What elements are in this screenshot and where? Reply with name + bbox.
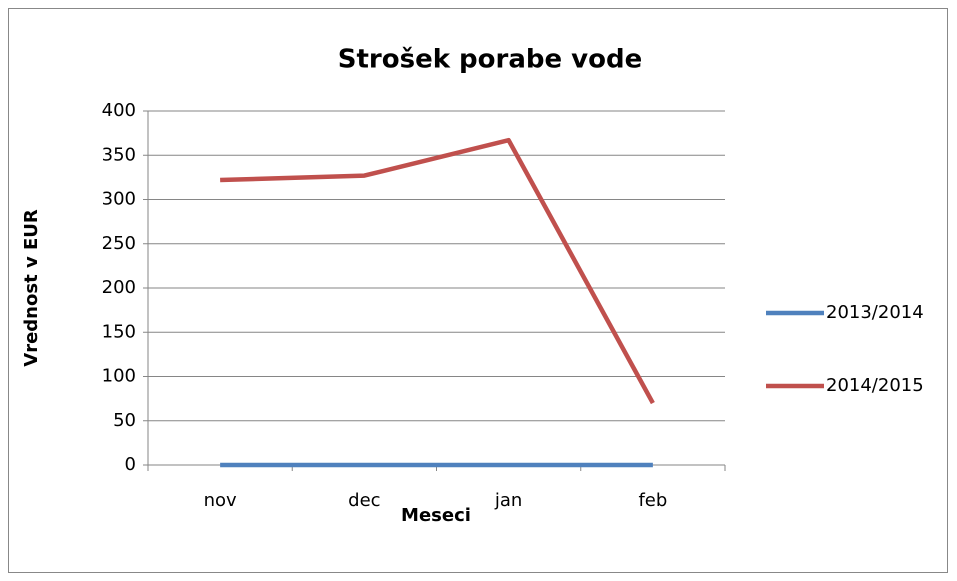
y-tick-label: 200 — [102, 277, 136, 298]
y-tick-label: 300 — [102, 189, 136, 210]
x-tick-label: jan — [494, 490, 522, 511]
data-line — [220, 137, 655, 405]
legend-label: 2014/2015 — [826, 375, 924, 396]
x-tick-label: feb — [638, 490, 667, 511]
y-tick-label: 100 — [102, 366, 136, 387]
x-axis-label: Meseci — [401, 505, 471, 526]
y-tick-label: 150 — [102, 321, 136, 342]
x-tick-label: nov — [204, 490, 237, 511]
y-tick-label: 400 — [102, 100, 136, 121]
y-tick-label: 0 — [125, 454, 136, 475]
y-tick-label: 350 — [102, 144, 136, 165]
chart-border — [8, 8, 948, 573]
y-axis-label: Vrednost v EUR — [21, 209, 42, 367]
legend-label: 2013/2014 — [826, 302, 924, 323]
y-tick-label: 50 — [113, 410, 136, 431]
y-tick-label: 250 — [102, 233, 136, 254]
chart-title: Strošek porabe vode — [338, 45, 642, 75]
x-tick-label: dec — [348, 490, 380, 511]
